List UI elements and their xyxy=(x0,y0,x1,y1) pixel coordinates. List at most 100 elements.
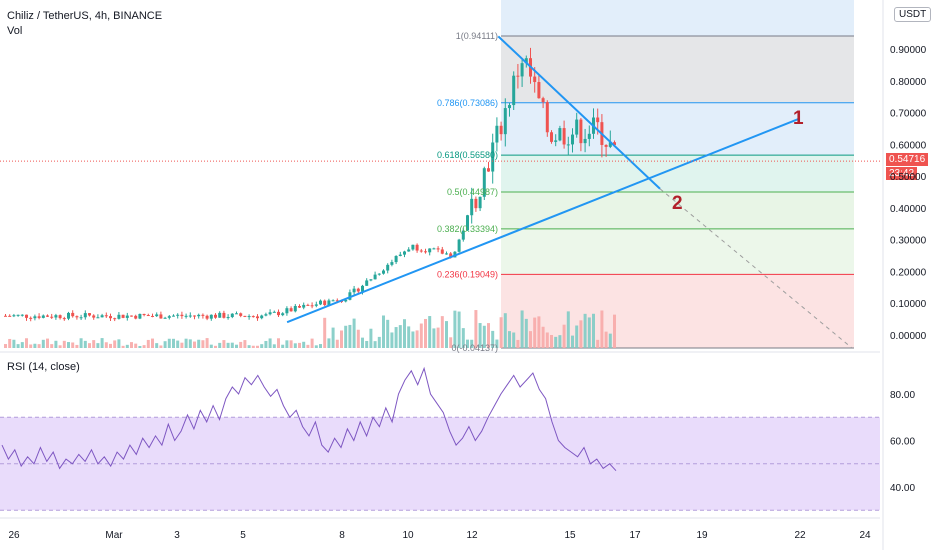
volume-bar xyxy=(117,339,121,348)
candle-body xyxy=(180,314,184,317)
price-tick-label: 0.70000 xyxy=(890,109,927,120)
volume-bar xyxy=(298,342,301,348)
rsi-tick-label: 80.00 xyxy=(890,390,915,401)
volume-bar xyxy=(264,340,268,348)
candle-body xyxy=(277,311,280,316)
candle-body xyxy=(172,315,175,317)
volume-bar xyxy=(142,345,146,348)
price-tick-label: 0.20000 xyxy=(890,267,927,278)
volume-bar xyxy=(432,328,436,348)
volume-bar xyxy=(201,340,205,348)
candle-body xyxy=(100,315,104,318)
candle-body xyxy=(415,244,419,251)
time-tick-label: 10 xyxy=(402,530,414,541)
candle-body xyxy=(369,279,373,281)
chart-symbol-title: Chiliz / TetherUS, 4h, BINANCE xyxy=(7,10,163,22)
candle-body xyxy=(239,313,243,316)
volume-bar xyxy=(251,345,255,348)
time-tick-label: 22 xyxy=(794,530,806,541)
candle-body xyxy=(428,248,432,253)
candle-body xyxy=(75,316,79,318)
volume-bar xyxy=(33,343,37,348)
candle-body xyxy=(159,314,163,319)
candle-body xyxy=(268,312,272,315)
candle-body xyxy=(4,315,7,317)
candle-body xyxy=(230,313,234,318)
candle-body xyxy=(550,132,553,142)
volume-indicator-label[interactable]: Vol xyxy=(7,25,23,37)
candle-body xyxy=(331,300,335,302)
candle-body xyxy=(411,244,415,250)
volume-bar xyxy=(352,318,356,348)
candle-body xyxy=(20,314,24,316)
volume-bar xyxy=(348,324,352,348)
volume-bar xyxy=(613,314,616,348)
candle-body xyxy=(176,314,180,316)
volume-bar xyxy=(130,342,133,348)
candle-body xyxy=(33,316,37,319)
volume-bar xyxy=(407,326,411,348)
candle-body xyxy=(390,262,394,265)
volume-bar xyxy=(260,344,264,348)
time-tick-label: 5 xyxy=(240,530,246,541)
volume-bar xyxy=(600,310,604,348)
volume-bar xyxy=(243,340,247,348)
volume-bar xyxy=(361,337,364,348)
volume-bar xyxy=(104,342,108,348)
price-tick-label: 0.00000 xyxy=(890,331,927,342)
candle-body xyxy=(373,274,377,280)
volume-bar xyxy=(222,340,226,348)
candle-body xyxy=(344,299,348,302)
candle-body xyxy=(323,300,327,305)
fib-level-label: 0.786(0.73086) xyxy=(437,98,498,108)
candle-body xyxy=(537,82,541,99)
candle-body xyxy=(71,312,75,317)
candle-body xyxy=(474,198,478,209)
volume-bar xyxy=(428,316,432,348)
volume-bar xyxy=(575,325,579,348)
candle-body xyxy=(562,128,566,145)
candle-body xyxy=(499,125,503,135)
volume-bar xyxy=(411,331,415,348)
volume-bar xyxy=(188,339,192,348)
candle-body xyxy=(382,270,385,274)
fib-level-label: 0.618(0.56580) xyxy=(437,150,498,160)
volume-bar xyxy=(470,339,474,348)
candle-body xyxy=(604,144,608,147)
currency-badge[interactable]: USDT xyxy=(894,7,932,22)
volume-bar xyxy=(571,335,574,348)
volume-bar xyxy=(281,344,285,348)
candle-body xyxy=(327,300,331,305)
rsi-indicator-label[interactable]: RSI (14, close) xyxy=(7,361,80,373)
candle-body xyxy=(184,315,188,317)
candle-body xyxy=(524,58,528,64)
volume-bar xyxy=(550,334,553,348)
volume-bar xyxy=(37,344,41,348)
candle-body xyxy=(587,133,591,139)
candle-body xyxy=(138,313,142,319)
candle-body xyxy=(54,315,58,318)
volume-bar xyxy=(256,345,259,348)
candle-body xyxy=(235,313,238,315)
volume-bar xyxy=(197,339,201,348)
candle-body xyxy=(134,315,138,319)
volume-bar xyxy=(54,340,58,348)
candle-body xyxy=(92,315,96,318)
candle-body xyxy=(12,315,16,317)
candle-body xyxy=(449,253,453,258)
volume-bar xyxy=(390,332,394,348)
volume-bar xyxy=(327,338,331,348)
candle-body xyxy=(466,215,469,231)
candle-body xyxy=(142,313,146,316)
candle-body xyxy=(457,239,461,252)
volume-bar xyxy=(310,338,314,348)
volume-bar xyxy=(155,343,159,348)
time-tick-label: 19 xyxy=(696,530,708,541)
volume-bar xyxy=(293,343,297,348)
candle-body xyxy=(104,315,108,317)
candle-body xyxy=(386,264,390,271)
rsi-band xyxy=(0,417,880,511)
volume-bar xyxy=(159,345,163,348)
price-tick-label: 0.40000 xyxy=(890,204,927,215)
